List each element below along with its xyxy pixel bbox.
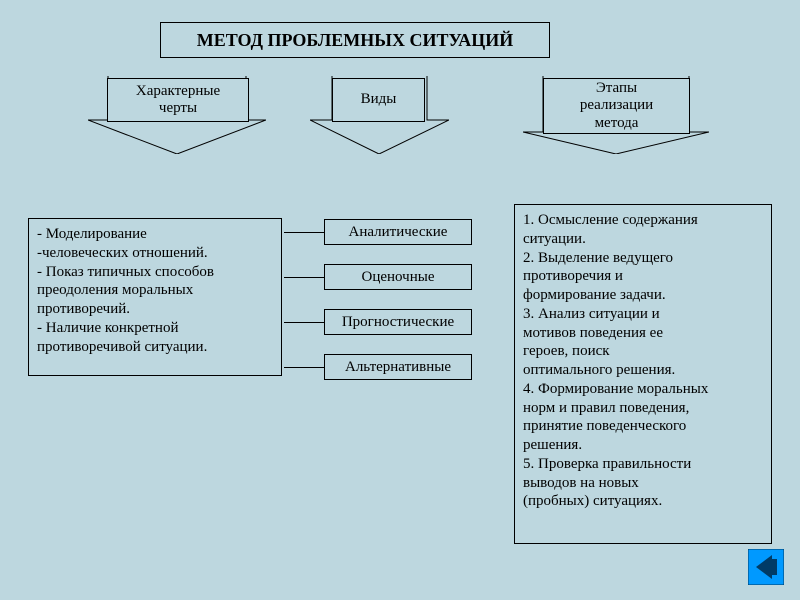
connector-4 [284, 367, 324, 368]
title-text: МЕТОД ПРОБЛЕМНЫХ СИТУАЦИЙ [197, 30, 513, 51]
type-item-4: Альтернативные [324, 354, 472, 380]
type-label-2: Оценочные [362, 269, 435, 286]
type-label-3: Прогностические [342, 314, 454, 331]
arrow-label-box-2: Виды [332, 78, 425, 122]
connector-3 [284, 322, 324, 323]
features-box: - Моделирование -человеческих отношений.… [28, 218, 282, 376]
title-box: МЕТОД ПРОБЛЕМНЫХ СИТУАЦИЙ [160, 22, 550, 58]
type-item-2: Оценочные [324, 264, 472, 290]
nav-back-icon[interactable] [748, 549, 784, 590]
type-item-3: Прогностические [324, 309, 472, 335]
type-label-1: Аналитические [349, 224, 448, 241]
type-item-1: Аналитические [324, 219, 472, 245]
stages-box: 1. Осмысление содержания ситуации. 2. Вы… [514, 204, 772, 544]
arrow-label-2: Виды [361, 91, 397, 108]
features-text: - Моделирование -человеческих отношений.… [37, 226, 214, 355]
connector-2 [284, 277, 324, 278]
arrow-label-box-3: Этапы реализации метода [543, 78, 690, 134]
type-label-4: Альтернативные [345, 359, 451, 376]
arrow-label-1: Характерные черты [136, 83, 220, 118]
arrow-label-box-1: Характерные черты [107, 78, 249, 122]
stages-text: 1. Осмысление содержания ситуации. 2. Вы… [523, 212, 708, 509]
connector-1 [284, 232, 324, 233]
arrow-label-3: Этапы реализации метода [580, 80, 653, 132]
